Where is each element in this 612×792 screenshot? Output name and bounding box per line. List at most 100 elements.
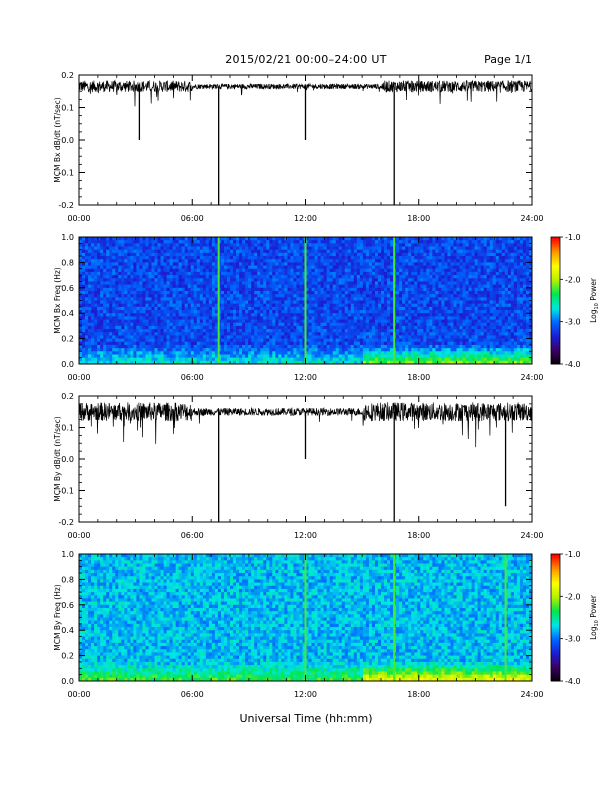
spectrogram-cell xyxy=(423,284,427,289)
spectrogram-cell xyxy=(205,325,210,330)
spectrogram-cell xyxy=(193,294,198,298)
spectrogram-cell xyxy=(266,265,270,270)
spectrogram-cell xyxy=(94,290,98,295)
spectrogram-cell xyxy=(453,303,457,308)
spectrogram-cell xyxy=(205,319,210,324)
spectrogram-cell xyxy=(91,265,95,270)
spectrogram-cell xyxy=(130,325,134,330)
spectrogram-cell xyxy=(263,313,267,317)
spectrogram-cell xyxy=(414,240,418,244)
spectrogram-cell xyxy=(441,319,445,324)
spectrogram-cell xyxy=(275,246,279,251)
spectrogram-cell xyxy=(525,237,530,241)
spectrogram-cell xyxy=(193,329,198,333)
spectrogram-cell xyxy=(85,256,89,260)
spectrogram-cell xyxy=(299,252,303,257)
spectrogram-cell xyxy=(311,271,315,276)
spectrogram-cell xyxy=(172,306,177,311)
spectrogram-cell xyxy=(368,316,373,320)
spectrogram-cell xyxy=(341,319,346,324)
spectrogram-cell xyxy=(516,332,521,336)
spectrogram-cell xyxy=(223,294,228,298)
spectrogram-cell xyxy=(103,303,107,308)
spectrogram-cell xyxy=(429,329,433,333)
spectrogram-cell xyxy=(323,297,328,301)
spectrogram-cell xyxy=(408,332,412,336)
spectrogram-cell xyxy=(362,281,367,286)
spectrogram-cell xyxy=(293,306,297,311)
spectrogram-cell xyxy=(181,281,186,286)
spectrogram-cell xyxy=(106,332,110,336)
spectrogram-cell xyxy=(462,256,466,260)
spectrogram-cell xyxy=(236,297,240,301)
spectrogram-cell xyxy=(429,262,433,266)
spectrogram-cell xyxy=(350,303,355,308)
spectrogram-cell xyxy=(377,281,382,286)
spectrogram-cell xyxy=(332,287,337,292)
spectrogram-cell xyxy=(377,237,382,241)
spectrogram-cell xyxy=(429,284,433,289)
spectrogram-cell xyxy=(438,316,442,320)
spectrogram-cell xyxy=(459,306,463,311)
spectrogram-cell xyxy=(275,316,279,320)
spectrogram-cell xyxy=(390,240,394,244)
spectrogram-cell xyxy=(374,310,379,314)
spectrogram-cell xyxy=(296,303,300,308)
spectrogram-cell xyxy=(160,303,164,308)
spectrogram-cell xyxy=(151,275,155,279)
spectrogram-cell xyxy=(211,329,216,333)
spectrogram-cell xyxy=(121,290,125,295)
spectrogram-cell xyxy=(390,306,394,311)
spectrogram-cell xyxy=(459,256,463,260)
spectrogram-cell xyxy=(163,297,167,301)
spectrogram-cell xyxy=(332,335,337,339)
spectrogram-cell xyxy=(492,335,497,339)
spectrogram-cell xyxy=(245,303,249,308)
spectrogram-cell xyxy=(94,281,98,286)
spectrogram-cell xyxy=(335,237,340,241)
spectrogram-cell xyxy=(106,278,110,282)
spectrogram-cell xyxy=(239,259,243,263)
spectrogram-cell xyxy=(302,268,306,273)
spectrogram-cell xyxy=(387,237,391,241)
spectrogram-cell xyxy=(492,316,497,320)
spectrogram-cell xyxy=(371,275,376,279)
spectrogram-cell xyxy=(196,287,201,292)
spectrogram-cell xyxy=(154,259,158,263)
spectrogram-cell xyxy=(444,256,448,260)
spectrogram-cell xyxy=(320,322,325,327)
spectrogram-cell xyxy=(377,259,382,263)
spectrogram-cell xyxy=(166,237,170,241)
spectrogram-cell xyxy=(510,335,515,339)
spectrogram-cell xyxy=(396,290,400,295)
spectrogram-cell xyxy=(106,243,110,247)
spectrogram-cell xyxy=(205,262,210,266)
spectrogram-cell xyxy=(462,246,466,251)
spectrogram-cell xyxy=(444,303,448,308)
spectrogram-cell xyxy=(486,256,491,260)
spectrogram-cell xyxy=(127,319,131,324)
spectrogram-cell xyxy=(263,271,267,276)
spectrogram-cell xyxy=(359,325,364,330)
spectrogram-cell xyxy=(429,259,433,263)
spectrogram-cell xyxy=(172,252,177,257)
spectrogram-cell xyxy=(477,325,482,330)
spectrogram-cell xyxy=(103,313,107,317)
spectrogram-cell xyxy=(444,335,448,339)
spectrogram-cell xyxy=(112,281,116,286)
spectrogram-cell xyxy=(314,271,318,276)
spectrogram-cell xyxy=(480,268,485,273)
spectrogram-cell xyxy=(163,268,167,273)
spectrogram-cell xyxy=(196,262,201,266)
spectrogram-cell xyxy=(296,325,300,330)
spectrogram-cell xyxy=(311,278,315,282)
spectrogram-cell xyxy=(136,329,140,333)
spectrogram-cell xyxy=(399,310,403,314)
spectrogram-cell xyxy=(287,284,291,289)
spectrogram-cell xyxy=(317,275,321,279)
spectrogram-cell xyxy=(317,290,321,295)
spectrogram-cell xyxy=(254,252,258,257)
spectrogram-cell xyxy=(326,262,331,266)
spectrogram-cell xyxy=(112,252,116,257)
spectrogram-cell xyxy=(426,243,430,247)
